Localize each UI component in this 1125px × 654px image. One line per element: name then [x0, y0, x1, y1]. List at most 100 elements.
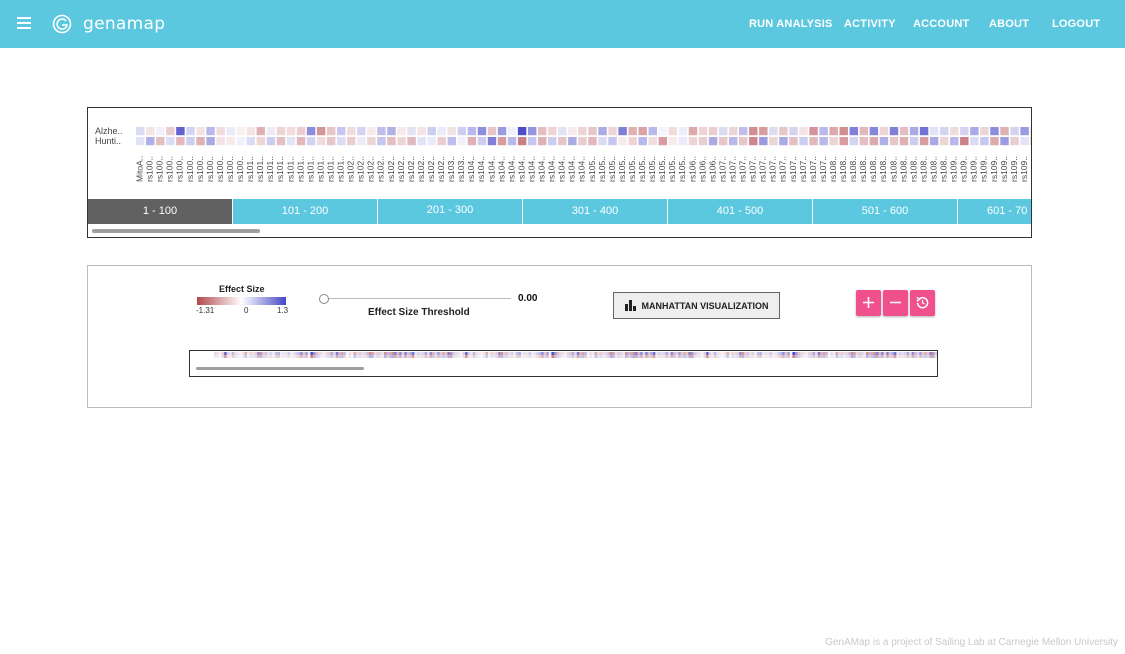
- heatmap-cell[interactable]: [296, 137, 306, 146]
- heatmap-cell[interactable]: [779, 127, 788, 136]
- heatmap-cell[interactable]: [538, 127, 547, 136]
- page-tab-5[interactable]: 401 - 500: [668, 199, 812, 224]
- heatmap-cell[interactable]: [829, 127, 838, 136]
- heatmap-grid[interactable]: MitoA.. rs100.. rs100.. rs100.. rs100.. rs100…: [88, 108, 1032, 199]
- heatmap-cell[interactable]: [196, 127, 205, 136]
- heatmap-cell[interactable]: [417, 137, 426, 146]
- heatmap-cell[interactable]: [477, 127, 487, 136]
- heatmap-cell[interactable]: [397, 127, 406, 136]
- heatmap-cell[interactable]: [437, 127, 446, 136]
- heatmap-cell[interactable]: [316, 127, 326, 136]
- heatmap-cell[interactable]: [407, 127, 416, 136]
- overview-minimap[interactable]: [189, 350, 938, 377]
- heatmap-cell[interactable]: [990, 127, 999, 136]
- heatmap-cell[interactable]: [377, 127, 386, 136]
- heatmap-cell[interactable]: [457, 137, 467, 146]
- zoom-in-button[interactable]: [856, 290, 881, 316]
- heatmap-cell[interactable]: [548, 127, 557, 136]
- heatmap-cell[interactable]: [357, 127, 366, 136]
- heatmap-cell[interactable]: [447, 127, 456, 136]
- heatmap-cell[interactable]: [467, 127, 477, 136]
- heatmap-cell[interactable]: [628, 127, 637, 136]
- heatmap-cell[interactable]: [638, 127, 647, 136]
- heatmap-cell[interactable]: [789, 137, 798, 146]
- heatmap-cell[interactable]: [718, 127, 728, 136]
- heatmap-cell[interactable]: [809, 137, 818, 146]
- heatmap-cell[interactable]: [527, 127, 537, 136]
- heatmap-cell[interactable]: [608, 127, 617, 136]
- heatmap-cell[interactable]: [588, 127, 597, 136]
- heatmap-cell[interactable]: [718, 137, 728, 146]
- heatmap-cell[interactable]: [306, 137, 316, 146]
- heatmap-cell[interactable]: [829, 137, 838, 146]
- heatmap-cell[interactable]: [176, 127, 185, 136]
- heatmap-cell[interactable]: [859, 137, 869, 146]
- heatmap-cell[interactable]: [206, 127, 215, 136]
- heatmap-cell[interactable]: [970, 137, 979, 146]
- heatmap-cell[interactable]: [678, 137, 688, 146]
- heatmap-cell[interactable]: [1010, 137, 1019, 146]
- nav-run-analysis[interactable]: RUN ANALYSIS: [749, 18, 833, 30]
- heatmap-cell[interactable]: [246, 127, 255, 136]
- heatmap-cell[interactable]: [739, 127, 748, 136]
- threshold-slider-knob[interactable]: [319, 294, 329, 304]
- threshold-slider[interactable]: [324, 298, 511, 299]
- heatmap-cell[interactable]: [226, 137, 235, 146]
- nav-activity[interactable]: ACTIVITY: [844, 18, 896, 30]
- heatmap-cell[interactable]: [698, 137, 708, 146]
- heatmap-cell[interactable]: [980, 127, 989, 136]
- nav-account[interactable]: ACCOUNT: [913, 18, 970, 30]
- heatmap-cell[interactable]: [377, 137, 386, 146]
- heatmap-cell[interactable]: [156, 127, 165, 136]
- heatmap-cell[interactable]: [708, 127, 718, 136]
- reset-button[interactable]: [910, 290, 935, 316]
- heatmap-cell[interactable]: [296, 127, 306, 136]
- heatmap-cell[interactable]: [226, 127, 235, 136]
- heatmap-cell[interactable]: [467, 137, 477, 146]
- heatmap-cell[interactable]: [146, 127, 155, 136]
- heatmap-cell[interactable]: [789, 127, 798, 136]
- heatmap-cell[interactable]: [136, 127, 145, 136]
- heatmap-cell[interactable]: [266, 137, 276, 146]
- heatmap-cell[interactable]: [387, 137, 396, 146]
- heatmap-cell[interactable]: [909, 127, 919, 136]
- heatmap-cell[interactable]: [608, 137, 617, 146]
- page-tab-1[interactable]: 1 - 100: [88, 199, 232, 224]
- heatmap-cell[interactable]: [990, 137, 999, 146]
- zoom-out-button[interactable]: [883, 290, 908, 316]
- heatmap-cell[interactable]: [940, 137, 949, 146]
- heatmap-scrollbar[interactable]: [92, 229, 260, 233]
- heatmap-cell[interactable]: [558, 127, 567, 136]
- heatmap-cell[interactable]: [447, 137, 456, 146]
- heatmap-cell[interactable]: [648, 127, 657, 136]
- heatmap-cell[interactable]: [728, 127, 738, 136]
- page-tab-7[interactable]: 601 - 70: [958, 199, 1031, 224]
- manhattan-visualization-button[interactable]: MANHATTAN VISUALIZATION: [613, 292, 780, 319]
- heatmap-cell[interactable]: [326, 127, 336, 136]
- heatmap-cell[interactable]: [849, 137, 858, 146]
- heatmap-cell[interactable]: [879, 127, 889, 136]
- heatmap-cell[interactable]: [1000, 127, 1009, 136]
- heatmap-cell[interactable]: [407, 137, 416, 146]
- heatmap-cell[interactable]: [869, 137, 879, 146]
- heatmap-cell[interactable]: [1020, 127, 1029, 136]
- heatmap-cell[interactable]: [598, 137, 607, 146]
- heatmap-cell[interactable]: [688, 127, 698, 136]
- heatmap-cell[interactable]: [769, 127, 778, 136]
- heatmap-cell[interactable]: [839, 127, 848, 136]
- heatmap-cell[interactable]: [367, 137, 376, 146]
- heatmap-cell[interactable]: [316, 137, 326, 146]
- heatmap-cell[interactable]: [749, 127, 758, 136]
- page-tab-2[interactable]: 101 - 200: [233, 199, 377, 224]
- heatmap-cell[interactable]: [618, 127, 627, 136]
- heatmap-cell[interactable]: [538, 137, 547, 146]
- heatmap-cell[interactable]: [196, 137, 205, 146]
- heatmap-cell[interactable]: [678, 127, 688, 136]
- heatmap-cell[interactable]: [960, 137, 969, 146]
- heatmap-cell[interactable]: [940, 127, 949, 136]
- heatmap-cell[interactable]: [688, 137, 698, 146]
- heatmap-cell[interactable]: [236, 127, 245, 136]
- heatmap-cell[interactable]: [749, 137, 758, 146]
- heatmap-cell[interactable]: [236, 137, 245, 146]
- heatmap-cell[interactable]: [859, 127, 869, 136]
